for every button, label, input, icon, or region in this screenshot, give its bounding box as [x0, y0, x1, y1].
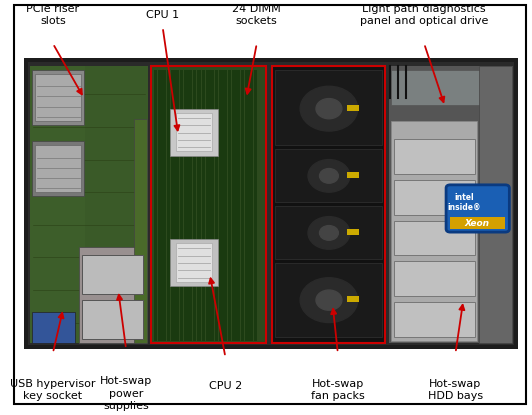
FancyBboxPatch shape: [232, 70, 236, 341]
Circle shape: [316, 290, 342, 310]
FancyBboxPatch shape: [275, 149, 383, 203]
FancyBboxPatch shape: [14, 5, 526, 404]
FancyBboxPatch shape: [210, 70, 214, 341]
FancyBboxPatch shape: [81, 300, 143, 339]
Circle shape: [308, 160, 350, 192]
FancyBboxPatch shape: [245, 70, 248, 341]
FancyBboxPatch shape: [28, 62, 513, 345]
FancyBboxPatch shape: [180, 70, 184, 341]
FancyBboxPatch shape: [162, 70, 166, 341]
Circle shape: [300, 278, 358, 322]
FancyBboxPatch shape: [389, 66, 513, 343]
FancyBboxPatch shape: [176, 113, 212, 151]
FancyBboxPatch shape: [272, 66, 385, 343]
FancyBboxPatch shape: [394, 139, 475, 174]
FancyBboxPatch shape: [275, 70, 383, 145]
Text: Light path diagnostics
panel and optical drive: Light path diagnostics panel and optical…: [360, 4, 488, 26]
FancyBboxPatch shape: [250, 70, 253, 341]
FancyBboxPatch shape: [446, 185, 509, 232]
FancyBboxPatch shape: [32, 141, 84, 196]
FancyBboxPatch shape: [219, 70, 222, 341]
Circle shape: [320, 226, 338, 240]
FancyBboxPatch shape: [197, 70, 201, 341]
FancyBboxPatch shape: [202, 70, 205, 341]
FancyBboxPatch shape: [134, 119, 147, 343]
FancyBboxPatch shape: [158, 70, 162, 341]
Text: Hot-swap
power
supplies: Hot-swap power supplies: [100, 376, 152, 411]
FancyBboxPatch shape: [151, 66, 265, 343]
FancyBboxPatch shape: [206, 70, 210, 341]
Text: Xeon: Xeon: [465, 219, 490, 228]
FancyBboxPatch shape: [35, 145, 81, 192]
FancyBboxPatch shape: [32, 70, 84, 125]
FancyBboxPatch shape: [81, 255, 143, 294]
FancyBboxPatch shape: [32, 312, 76, 343]
FancyBboxPatch shape: [394, 261, 475, 296]
Circle shape: [300, 86, 358, 131]
FancyBboxPatch shape: [170, 109, 218, 156]
FancyBboxPatch shape: [347, 172, 359, 178]
FancyBboxPatch shape: [30, 66, 148, 343]
FancyBboxPatch shape: [35, 74, 81, 121]
FancyBboxPatch shape: [184, 70, 188, 341]
FancyBboxPatch shape: [176, 243, 212, 282]
FancyBboxPatch shape: [394, 180, 475, 215]
Circle shape: [308, 217, 350, 249]
FancyBboxPatch shape: [275, 264, 383, 337]
Circle shape: [316, 99, 342, 119]
Text: Hot-swap
HDD bays: Hot-swap HDD bays: [428, 378, 483, 401]
FancyBboxPatch shape: [240, 70, 244, 341]
FancyBboxPatch shape: [450, 217, 505, 229]
FancyBboxPatch shape: [188, 70, 192, 341]
FancyBboxPatch shape: [254, 70, 257, 341]
FancyBboxPatch shape: [24, 58, 518, 349]
Circle shape: [320, 168, 338, 183]
FancyBboxPatch shape: [347, 229, 359, 235]
FancyBboxPatch shape: [214, 70, 218, 341]
FancyBboxPatch shape: [79, 247, 146, 343]
FancyBboxPatch shape: [170, 239, 218, 286]
FancyBboxPatch shape: [347, 105, 359, 111]
FancyBboxPatch shape: [171, 70, 175, 341]
FancyBboxPatch shape: [228, 70, 231, 341]
Text: Hot-swap
fan packs: Hot-swap fan packs: [311, 378, 365, 401]
Text: CPU 2: CPU 2: [209, 381, 242, 391]
FancyBboxPatch shape: [394, 221, 475, 255]
Text: 24 DIMM
sockets: 24 DIMM sockets: [232, 4, 281, 26]
Text: CPU 1: CPU 1: [146, 10, 179, 20]
FancyBboxPatch shape: [479, 66, 512, 343]
FancyBboxPatch shape: [154, 70, 157, 341]
FancyBboxPatch shape: [347, 296, 359, 302]
FancyBboxPatch shape: [193, 70, 196, 341]
FancyBboxPatch shape: [167, 70, 170, 341]
FancyBboxPatch shape: [394, 302, 475, 337]
Text: USB hypervisor
key socket: USB hypervisor key socket: [10, 378, 96, 401]
FancyBboxPatch shape: [236, 70, 240, 341]
FancyBboxPatch shape: [176, 70, 179, 341]
Text: intel
inside®: intel inside®: [447, 193, 481, 212]
FancyBboxPatch shape: [30, 66, 85, 343]
FancyBboxPatch shape: [391, 121, 477, 341]
Text: PCIe riser
slots: PCIe riser slots: [26, 4, 79, 26]
FancyBboxPatch shape: [223, 70, 227, 341]
FancyBboxPatch shape: [391, 70, 509, 105]
FancyBboxPatch shape: [275, 206, 383, 259]
